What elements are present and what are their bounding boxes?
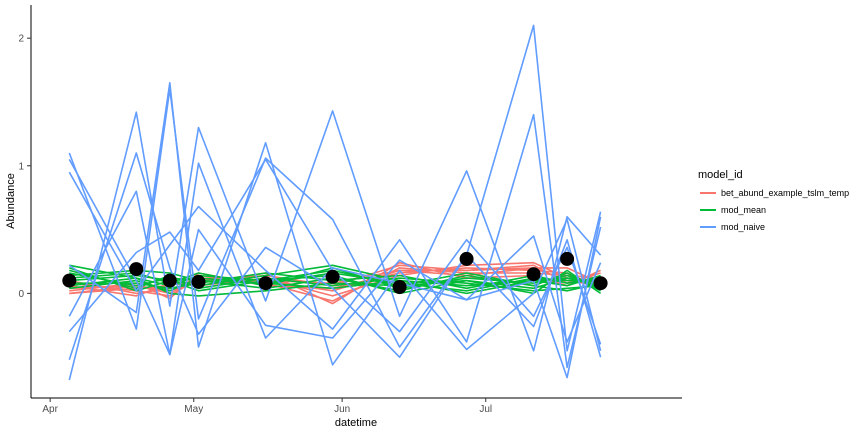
- series-line-mod-naive-7: [68, 159, 602, 379]
- observed-point-1: [62, 273, 77, 288]
- observed-point-9: [526, 267, 541, 282]
- legend-label-mod-naive: mod_naive: [721, 222, 765, 232]
- x-tick-label: Jun: [334, 404, 350, 415]
- x-tick-label: Apr: [42, 404, 58, 415]
- x-axis-title: datetime: [335, 417, 377, 429]
- axes-layer: [30, 5, 682, 399]
- series-line-mod-naive-1: [68, 24, 602, 352]
- observed-point-11: [593, 276, 608, 291]
- series-line-mod-naive-3: [68, 113, 602, 369]
- observed-point-4: [191, 274, 206, 289]
- legend-label-mod-mean: mod_mean: [721, 205, 766, 215]
- x-tick-label: May: [184, 404, 203, 415]
- observed-point-8: [459, 251, 474, 266]
- y-tick-label: 0: [18, 289, 24, 300]
- ticks-layer: Apr May Jun Jul 0 1 2: [18, 34, 492, 415]
- series-line-mod-naive-4: [68, 162, 602, 356]
- observed-point-10: [560, 251, 575, 266]
- series-layer: [68, 24, 602, 381]
- y-axis-title: Abundance: [5, 173, 17, 229]
- observed-point-5: [258, 276, 273, 291]
- observed-point-3: [162, 273, 177, 288]
- series-line-mod-naive-6: [68, 152, 602, 360]
- legend: model_id bet_abund_example_tslm_temp mod_…: [698, 169, 849, 232]
- observed-point-2: [129, 262, 144, 277]
- y-tick-label: 2: [18, 34, 24, 45]
- series-line-mod-naive-2: [68, 110, 602, 381]
- legend-label-bet-abund-example-tslm-temp: bet_abund_example_tslm_temp: [721, 188, 849, 198]
- observed-points-layer: [62, 251, 608, 294]
- x-tick-label: Jul: [479, 404, 492, 415]
- series-line-mod-naive-5: [68, 82, 602, 366]
- legend-title: model_id: [698, 169, 743, 181]
- observed-point-7: [392, 280, 407, 294]
- y-tick-label: 1: [18, 161, 24, 172]
- observed-point-6: [325, 269, 340, 284]
- legend-entries: bet_abund_example_tslm_temp mod_mean mod_n…: [700, 188, 849, 232]
